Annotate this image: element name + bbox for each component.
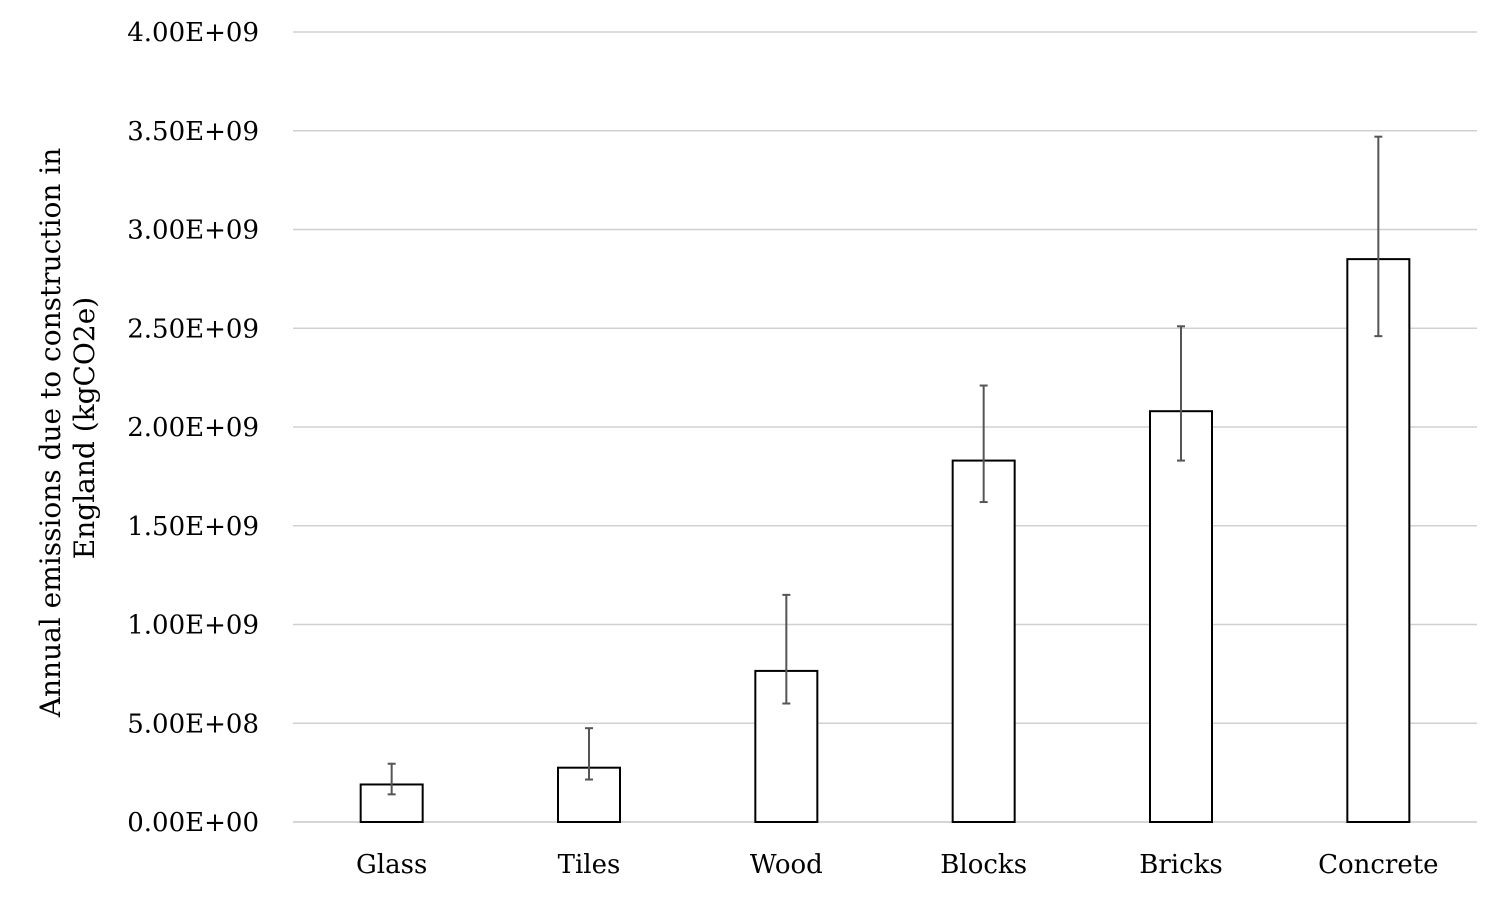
x-category-label: Wood	[750, 850, 823, 880]
y-axis-title-line-2: England (kgCO2e)	[68, 297, 101, 559]
y-tick-label: 1.00E+09	[127, 611, 259, 641]
y-axis-ticks: 0.00E+00 5.00E+08 1.00E+09 1.50E+09 2.00E+09…	[127, 18, 259, 838]
bar-concrete	[1346, 258, 1411, 823]
bar-bricks	[1149, 410, 1213, 823]
y-tick-label: 4.00E+09	[127, 18, 259, 48]
gridlines	[293, 31, 1477, 823]
y-tick-label: 2.50E+09	[127, 314, 259, 344]
error-bars	[387, 135, 1383, 796]
error-bar-tiles	[585, 727, 593, 781]
error-bar-bricks	[1177, 325, 1185, 462]
x-category-label: Tiles	[558, 850, 621, 880]
error-bar-glass	[387, 762, 396, 796]
x-category-label: Concrete	[1318, 850, 1439, 880]
error-bar-blocks	[979, 384, 988, 504]
y-axis-title: Annual emissions due to construction in …	[34, 139, 101, 718]
y-tick-label: 2.00E+09	[127, 413, 259, 443]
x-category-label: Glass	[356, 850, 427, 880]
y-tick-label: 3.50E+09	[127, 117, 259, 147]
error-bar-concrete	[1374, 135, 1383, 338]
error-bar-wood	[782, 593, 791, 705]
y-tick-label: 5.00E+08	[127, 709, 259, 739]
x-axis-categories: Glass Tiles Wood Blocks Bricks Concrete	[356, 850, 1439, 880]
x-category-label: Blocks	[940, 850, 1027, 880]
y-axis-title-line-1: Annual emissions due to construction in	[34, 148, 67, 719]
y-tick-label: 3.00E+09	[127, 216, 259, 246]
x-category-label: Bricks	[1139, 850, 1223, 880]
bars	[359, 258, 1411, 823]
y-tick-label: 0.00E+00	[127, 808, 259, 838]
bar-blocks	[951, 459, 1016, 823]
y-tick-label: 1.50E+09	[127, 512, 259, 542]
